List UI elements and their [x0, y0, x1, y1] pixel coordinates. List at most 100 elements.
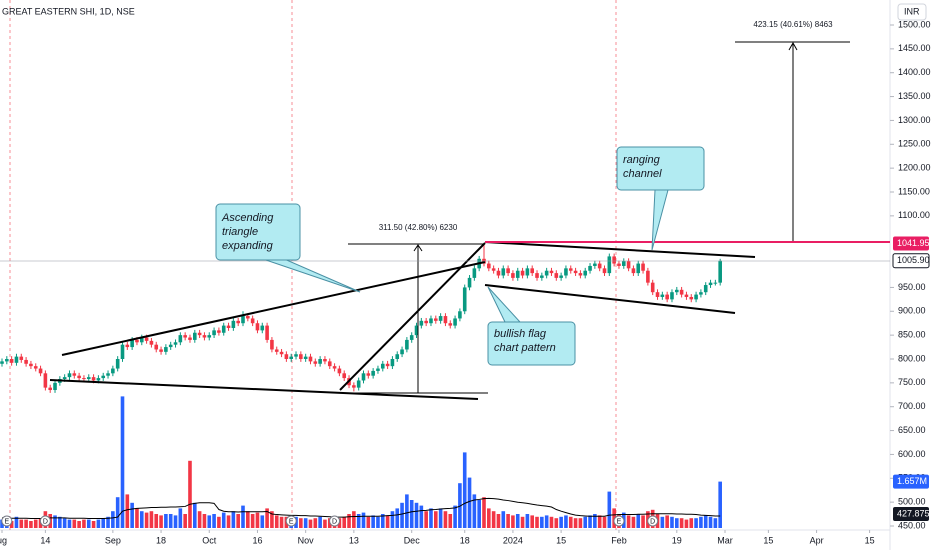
- candle-body: [164, 347, 168, 352]
- volume-bar: [96, 519, 101, 528]
- candle-body: [380, 363, 385, 369]
- candle-body: [458, 311, 462, 319]
- y-tick-label: 750.00: [898, 377, 926, 387]
- candle-body: [149, 340, 154, 345]
- volume-bar: [19, 519, 24, 528]
- volume-bar: [221, 512, 226, 528]
- volume-bar: [299, 518, 303, 528]
- candle-body: [487, 263, 491, 269]
- x-tick-label: Mar: [717, 535, 733, 545]
- price-tag-label: 1041.95: [897, 238, 930, 248]
- candle-body: [154, 344, 159, 350]
- candle-body: [106, 373, 110, 376]
- volume-bar: [347, 514, 351, 528]
- volume-bar: [217, 516, 221, 528]
- volume-bar: [270, 511, 274, 528]
- candle-body: [636, 263, 641, 274]
- candle-body: [29, 363, 33, 367]
- event-marker: [1, 515, 13, 527]
- callouts: [215, 146, 705, 366]
- annotation: ranging: [623, 154, 661, 166]
- volume-bar: [106, 516, 110, 528]
- volume-bar: [670, 516, 674, 528]
- candle-body: [453, 318, 457, 326]
- y-tick-label: 1250.00: [898, 139, 931, 149]
- x-tick-label: Sep: [105, 535, 121, 545]
- volume-bar: [385, 515, 390, 528]
- candle-body: [289, 356, 293, 359]
- volume-bar: [82, 519, 86, 528]
- volume-bar: [135, 508, 139, 528]
- volume-bar: [58, 516, 62, 528]
- volume-bar: [487, 508, 491, 528]
- candle-body: [130, 339, 134, 348]
- candle-body: [593, 263, 597, 266]
- candle-body: [207, 335, 212, 338]
- volume-bar: [573, 518, 578, 528]
- x-tick-label: Dec: [404, 535, 421, 545]
- x-tick-label: 18: [156, 535, 166, 545]
- volume-bar: [641, 515, 645, 528]
- volume-bar: [713, 518, 718, 528]
- volume-bar: [226, 515, 231, 528]
- candle-body: [699, 292, 703, 295]
- candle-body: [708, 282, 713, 286]
- volume-bar: [308, 519, 313, 528]
- volume-bar: [708, 516, 713, 528]
- candle-body: [231, 320, 236, 328]
- candle-body: [111, 368, 115, 374]
- volume-bar: [689, 518, 694, 528]
- volume-bar: [0, 519, 4, 528]
- volume-bar: [154, 514, 159, 528]
- candle-body: [0, 361, 4, 364]
- drawings: [49, 241, 756, 400]
- candle-body: [5, 359, 9, 362]
- candle-body: [568, 268, 573, 271]
- candle-body: [578, 273, 583, 276]
- candle-body: [540, 275, 544, 278]
- measure-label: 311.50 (42.80%) 6230: [379, 223, 458, 232]
- volume-bar: [197, 511, 202, 528]
- volume-bar: [77, 521, 81, 528]
- candle-body: [602, 268, 607, 274]
- candle-body: [48, 387, 52, 391]
- candle-body: [135, 339, 139, 343]
- plot: [0, 244, 722, 528]
- volume-bar: [405, 494, 409, 528]
- volume-bar: [53, 515, 57, 528]
- price-tag: [893, 507, 929, 522]
- volume-bar: [159, 515, 163, 528]
- volume-bar: [91, 521, 96, 528]
- volume-bar: [14, 516, 19, 528]
- candle-body: [559, 275, 563, 278]
- volume-bar: [400, 502, 404, 528]
- candle-body: [400, 349, 404, 355]
- candle-body: [270, 339, 274, 350]
- x-tick-label: 14: [40, 535, 50, 545]
- y-tick-label: 500.00: [898, 497, 926, 507]
- x-tick-label: 15: [763, 535, 773, 545]
- volume-bar: [313, 518, 318, 528]
- currency-box[interactable]: [897, 3, 927, 21]
- candle-body: [115, 359, 120, 369]
- volume-bar: [183, 514, 187, 528]
- candle-body: [583, 270, 588, 276]
- candle-body: [221, 325, 226, 333]
- volume-bar: [9, 521, 14, 528]
- candle-body: [101, 375, 106, 379]
- candle-body: [82, 378, 86, 380]
- candle-body: [424, 320, 428, 324]
- candle-body: [178, 335, 183, 343]
- volume-bar: [438, 508, 443, 528]
- volume-bar: [520, 516, 525, 528]
- volume-bar: [168, 514, 173, 528]
- candle-body: [265, 325, 269, 340]
- x-tick-label: 15: [865, 535, 875, 545]
- volume-bar: [231, 511, 236, 528]
- volume-bar: [496, 514, 501, 528]
- candle-body: [679, 289, 684, 295]
- volume-bar: [414, 502, 419, 528]
- candle-body: [241, 316, 245, 324]
- volume-bar: [482, 497, 486, 528]
- event-label: E: [4, 518, 9, 525]
